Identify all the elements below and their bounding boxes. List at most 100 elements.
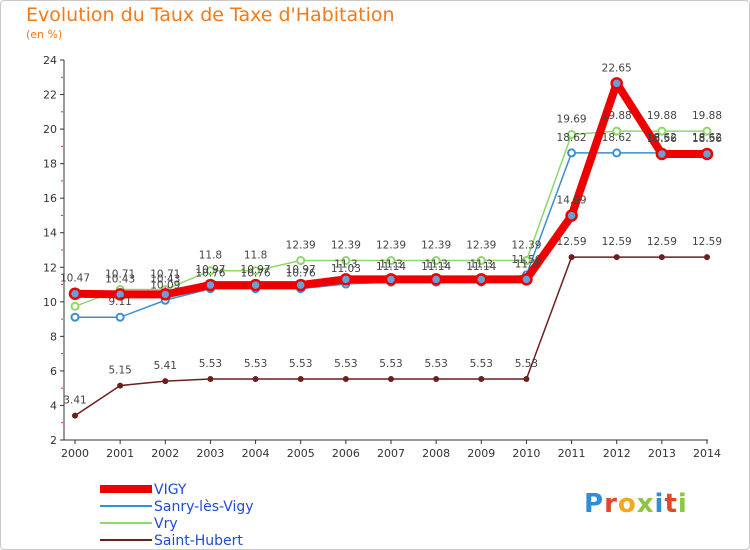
data-point-saint-hubert [162, 378, 169, 385]
data-point-saint-hubert [72, 412, 78, 419]
legend-label-vigy: VIGY [154, 482, 187, 498]
data-point-vigy [159, 288, 172, 301]
y-tick-label: 22 [43, 89, 57, 102]
y-tick-label: 18 [43, 158, 57, 171]
logo-letter: x [636, 489, 655, 519]
data-point-vigy [700, 147, 714, 161]
data-label-saint-hubert: 5.41 [154, 360, 177, 372]
legend-item-saint-hubert: Saint-Hubert [100, 533, 320, 549]
legend-label-sanry-l-s-vigy: Sanry-lès-Vigy [154, 499, 254, 515]
data-label-saint-hubert: 5.15 [108, 365, 131, 377]
data-point-vry [521, 256, 531, 266]
data-point-vigy [113, 288, 127, 301]
data-point-vry [341, 256, 351, 266]
data-label-sanry-l-s-vigy: 10.76 [241, 268, 271, 280]
data-label-saint-hubert: 5.53 [289, 358, 312, 370]
x-tick-label: 2002 [151, 447, 179, 460]
data-label-vigy: 11.3 [424, 258, 447, 270]
logo-letter: i [677, 489, 688, 519]
x-tick-label: 2008 [422, 447, 450, 460]
data-point-vigy [249, 278, 262, 292]
data-label-saint-hubert: 5.53 [334, 358, 357, 370]
data-point-vry [386, 256, 396, 266]
data-point-vry [657, 126, 667, 136]
data-label-vigy: 11.3 [334, 258, 357, 270]
x-tick-label: 2007 [377, 447, 405, 460]
proxiti-logo: Proxiti [584, 489, 688, 519]
data-point-vigy [429, 273, 443, 286]
data-point-vigy [475, 273, 488, 286]
data-label-vry: 19.88 [692, 110, 722, 122]
x-tick-label: 2013 [648, 447, 676, 460]
data-point-vry [702, 126, 712, 136]
data-label-sanry-l-s-vigy: 9.11 [108, 296, 131, 308]
data-point-saint-hubert [388, 376, 394, 383]
logo-letter: P [584, 489, 605, 519]
y-tick-label: 12 [43, 261, 57, 274]
unit-label: (en %) [26, 28, 63, 41]
data-label-vigy: 10.97 [241, 264, 271, 276]
data-point-saint-hubert [523, 376, 530, 383]
y-tick-label: 10 [43, 296, 57, 309]
data-point-saint-hubert [117, 382, 124, 389]
data-label-saint-hubert: 5.53 [199, 358, 222, 370]
data-label-vigy: 10.47 [60, 273, 90, 285]
y-tick-label: 6 [50, 365, 57, 378]
data-label-saint-hubert: 12.59 [692, 236, 722, 248]
data-point-vigy [339, 273, 353, 286]
y-tick-label: 24 [43, 54, 57, 67]
data-label-sanry-l-s-vigy: 18.62 [692, 132, 722, 144]
data-point-sanry-l-s-vigy [115, 312, 125, 322]
x-tick-label: 2004 [242, 447, 270, 460]
data-label-sanry-l-s-vigy: 10.76 [195, 268, 225, 280]
data-point-vry [476, 256, 486, 266]
data-point-vigy [384, 273, 398, 286]
data-point-sanry-l-s-vigy [567, 148, 577, 158]
x-tick-label: 2012 [603, 447, 631, 460]
y-tick-label: 14 [43, 227, 57, 240]
data-label-vry: 12.39 [421, 240, 451, 252]
x-tick-label: 2001 [106, 447, 134, 460]
data-label-vigy: 18.56 [692, 133, 722, 145]
data-label-vigy: 11.3 [515, 258, 538, 270]
x-tick-label: 2010 [512, 447, 540, 460]
data-label-vigy: 10.97 [195, 264, 225, 276]
data-label-saint-hubert: 5.53 [379, 358, 402, 370]
data-point-vry [251, 266, 261, 276]
data-point-saint-hubert [252, 376, 259, 383]
y-tick-label: 16 [43, 192, 57, 205]
legend-item-vigy: VIGY [100, 482, 320, 498]
legend-swatch-saint-hubert [100, 539, 152, 541]
data-point-vigy [655, 147, 669, 161]
data-point-saint-hubert [704, 254, 710, 261]
legend: VIGY Sanry-lès-Vigy Vry Saint-Hubert [100, 482, 320, 550]
data-label-vry: 12.39 [331, 240, 361, 252]
data-label-vigy: 22.65 [602, 62, 632, 74]
data-label-sanry-l-s-vigy: 11.14 [466, 261, 496, 273]
data-label-sanry-l-s-vigy: 10.76 [286, 268, 316, 280]
data-label-saint-hubert: 5.53 [515, 358, 538, 370]
data-point-saint-hubert [613, 254, 620, 261]
data-label-sanry-l-s-vigy: 10.09 [150, 279, 180, 291]
x-tick-label: 2009 [467, 447, 495, 460]
data-label-vigy: 11.3 [379, 258, 402, 270]
data-label-vry: 12.39 [466, 240, 496, 252]
data-label-vry: 10.71 [150, 269, 180, 281]
data-point-vigy [520, 273, 533, 286]
logo-letter: t [664, 489, 678, 519]
legend-item-vry: Vry [100, 516, 320, 532]
x-tick-label: 2006 [332, 447, 360, 460]
data-label-sanry-l-s-vigy: 11.14 [421, 261, 451, 273]
data-point-saint-hubert [433, 376, 440, 383]
data-label-saint-hubert: 12.59 [557, 236, 587, 248]
data-label-sanry-l-s-vigy: 11.03 [331, 263, 361, 275]
x-tick-label: 2000 [61, 447, 89, 460]
data-label-vry: 12.39 [376, 240, 406, 252]
data-point-vigy [610, 77, 623, 90]
data-label-vigy: 14.99 [557, 195, 587, 207]
data-label-sanry-l-s-vigy: 18.62 [647, 132, 677, 144]
legend-label-saint-hubert: Saint-Hubert [154, 533, 243, 549]
data-label-vry: 10.71 [105, 269, 135, 281]
data-point-sanry-l-s-vigy [612, 148, 622, 158]
